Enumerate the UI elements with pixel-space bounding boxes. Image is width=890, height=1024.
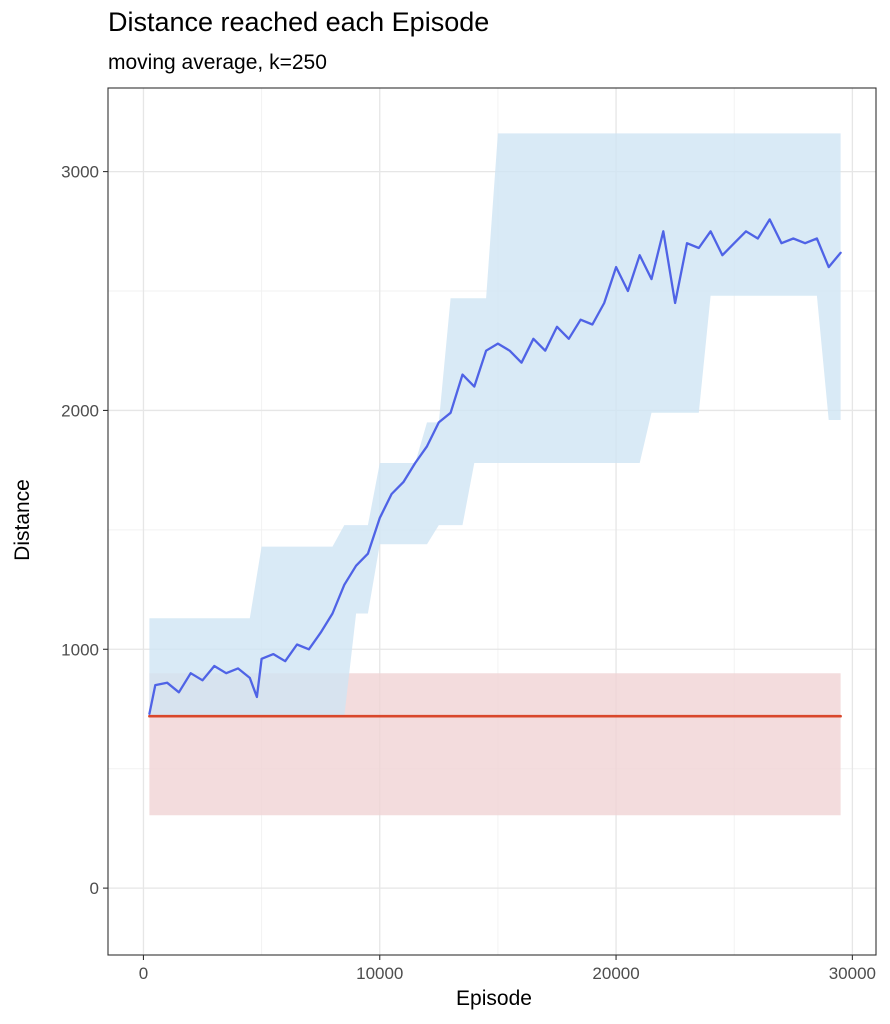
x-axis-title: Episode xyxy=(456,987,532,1010)
chart-title: Distance reached each Episode xyxy=(108,7,489,37)
agent-band-area xyxy=(149,133,841,717)
y-tick-label: 0 xyxy=(90,879,99,898)
x-tick-label: 20000 xyxy=(592,964,639,983)
agent-line xyxy=(148,218,842,715)
agent-range-band xyxy=(149,133,841,717)
y-axis-title: Distance xyxy=(11,479,34,561)
x-axis: 0 10000 20000 30000 xyxy=(139,955,876,983)
x-tick-label: 10000 xyxy=(356,964,403,983)
y-tick-label: 3000 xyxy=(61,163,99,182)
x-tick-label: 0 xyxy=(139,964,148,983)
y-axis: 0 1000 2000 3000 xyxy=(61,163,108,898)
chart-subtitle: moving average, k=250 xyxy=(108,51,327,74)
y-tick-label: 1000 xyxy=(61,640,99,659)
plot-panel-border xyxy=(107,87,877,956)
agent-series-line xyxy=(148,218,842,715)
y-tick-label: 2000 xyxy=(61,401,99,420)
x-tick-label: 30000 xyxy=(829,964,876,983)
